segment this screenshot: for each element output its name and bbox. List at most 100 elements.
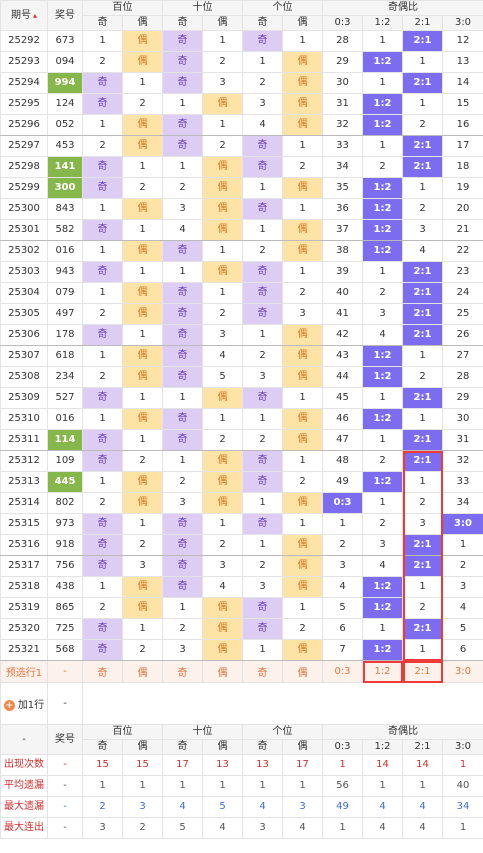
digit-cell: 1 <box>242 492 283 514</box>
digit-cell: 2 <box>202 135 243 157</box>
number-cell: 178 <box>47 324 83 346</box>
data-row: 25307 618 1 偶奇 4 2 偶 43 1:2 1 27 <box>0 345 483 367</box>
add-row-button[interactable]: + 加1行 <box>0 682 48 725</box>
digit-cell: 偶 <box>122 282 163 304</box>
stats-cell: 15 <box>82 754 123 776</box>
ratio-cell: 2:1 <box>402 30 443 52</box>
number-cell: 114 <box>47 429 83 451</box>
ratio-cell: 34 <box>442 492 483 514</box>
ratio-cell: 1:2 <box>362 366 403 388</box>
digit-cell: 2 <box>242 345 283 367</box>
ratio-cell: 2:1 <box>402 135 443 157</box>
ratio-cell: 15 <box>442 93 483 115</box>
predict-cell: 偶 <box>282 660 323 683</box>
ratio-cell: 2 <box>362 156 403 178</box>
stats-label: 最大遗漏 <box>0 796 48 818</box>
digit-cell: 偶 <box>202 618 243 640</box>
digit-cell: 偶 <box>202 93 243 115</box>
digit-cell: 2 <box>82 135 123 157</box>
digit-cell: 偶 <box>122 198 163 220</box>
period-cell: 25300 <box>0 198 48 220</box>
number-cell: 016 <box>47 408 83 430</box>
ratio-cell: 1:2 <box>362 597 403 619</box>
digit-cell: 2 <box>242 72 283 94</box>
number-cell: 973 <box>47 513 83 535</box>
digit-cell: 奇 <box>242 135 283 157</box>
digit-cell: 奇 <box>162 51 203 73</box>
digit-cell: 偶 <box>282 219 323 241</box>
digit-cell: 偶 <box>122 408 163 430</box>
digit-cell: 奇 <box>162 282 203 304</box>
stats-cell: 1 <box>82 775 123 797</box>
number-cell: 943 <box>47 261 83 283</box>
digit-cell: 1 <box>202 408 243 430</box>
digit-cell: 奇 <box>242 513 283 535</box>
data-row: 25318 438 1 偶奇 4 3 偶 4 1:2 1 3 <box>0 576 483 598</box>
data-row: 25302 016 1 偶奇 1 2 偶 38 1:2 4 22 <box>0 240 483 262</box>
sub-header: 偶 <box>202 739 243 755</box>
data-row: 25315 973 奇 1 奇 1 奇 1 1 2 3 3:0 <box>0 513 483 535</box>
digit-cell: 2 <box>122 534 163 556</box>
stats-cell: 4 <box>402 817 443 839</box>
ratio-cell: 1:2 <box>362 198 403 220</box>
stats-cell: 1 <box>362 775 403 797</box>
digit-cell: 1 <box>82 408 123 430</box>
digit-cell: 2 <box>162 618 203 640</box>
digit-cell: 偶 <box>202 387 243 409</box>
predict-cell: 预选行1 <box>0 660 48 683</box>
digit-cell: 1 <box>122 513 163 535</box>
data-row: 25317 756 奇 3 奇 3 2 偶 3 4 2:1 2 <box>0 555 483 577</box>
digit-cell: 4 <box>202 345 243 367</box>
stats-cell: 4 <box>362 796 403 818</box>
stats-cell: 3 <box>122 796 163 818</box>
ratio-cell: 13 <box>442 51 483 73</box>
ratio-cell: 12 <box>442 30 483 52</box>
group-header: 百位 <box>82 724 163 740</box>
digit-cell: 奇 <box>82 555 123 577</box>
ratio-cell: 4 <box>362 324 403 346</box>
number-cell: 497 <box>47 303 83 325</box>
data-row: 25300 843 1 偶 3 偶奇 1 36 1:2 2 20 <box>0 198 483 220</box>
ratio-cell: 1:2 <box>362 93 403 115</box>
ratio-cell: 7 <box>322 639 363 661</box>
sub-header: 偶 <box>122 15 163 31</box>
predict-cell: 3:0 <box>442 660 483 683</box>
digit-cell: 奇 <box>162 429 203 451</box>
stats-cell: 5 <box>162 817 203 839</box>
digit-cell: 3 <box>242 366 283 388</box>
ratio-cell: 28 <box>442 366 483 388</box>
ratio-cell: 1:2 <box>362 576 403 598</box>
number-header: 奖号 <box>47 724 83 755</box>
stats-cell: 4 <box>202 817 243 839</box>
digit-cell: 1 <box>202 513 243 535</box>
data-row: 25304 079 1 偶奇 1 奇 2 40 2 2:1 24 <box>0 282 483 304</box>
ratio-cell: 2 <box>402 198 443 220</box>
number-cell: 438 <box>47 576 83 598</box>
stats-cell: 3 <box>82 817 123 839</box>
data-row: 25320 725 奇 1 2 偶奇 2 6 1 2:1 5 <box>0 618 483 640</box>
number-header: 奖号 <box>47 0 83 31</box>
ratio-cell: 40 <box>322 282 363 304</box>
group-header: 十位 <box>162 0 243 16</box>
period-cell: 25293 <box>0 51 48 73</box>
sub-header: 3:0 <box>442 739 483 755</box>
stats-cell: 2 <box>122 817 163 839</box>
stats-row: 最大遗漏 -2 3 4 5 4 3 49 4 4 34 <box>0 796 483 818</box>
digit-cell: 奇 <box>162 534 203 556</box>
ratio-cell: 1 <box>402 177 443 199</box>
digit-cell: 奇 <box>82 429 123 451</box>
digit-cell: 1 <box>122 429 163 451</box>
add-row: + 加1行 - <box>0 682 483 725</box>
data-row: 25292 673 1 偶奇 1 奇 1 28 1 2:1 12 <box>0 30 483 52</box>
ratio-cell: 27 <box>442 345 483 367</box>
stats-cell: 14 <box>362 754 403 776</box>
digit-cell: 奇 <box>82 324 123 346</box>
data-row: 25305 497 2 偶奇 2 奇 3 41 3 2:1 25 <box>0 303 483 325</box>
ratio-cell: 3 <box>442 576 483 598</box>
digit-cell: 奇 <box>242 471 283 493</box>
digit-cell: 1 <box>282 450 323 472</box>
digit-cell: 2 <box>82 51 123 73</box>
digit-cell: 1 <box>162 156 203 178</box>
period-cell: 25303 <box>0 261 48 283</box>
period-cell: 25296 <box>0 114 48 136</box>
